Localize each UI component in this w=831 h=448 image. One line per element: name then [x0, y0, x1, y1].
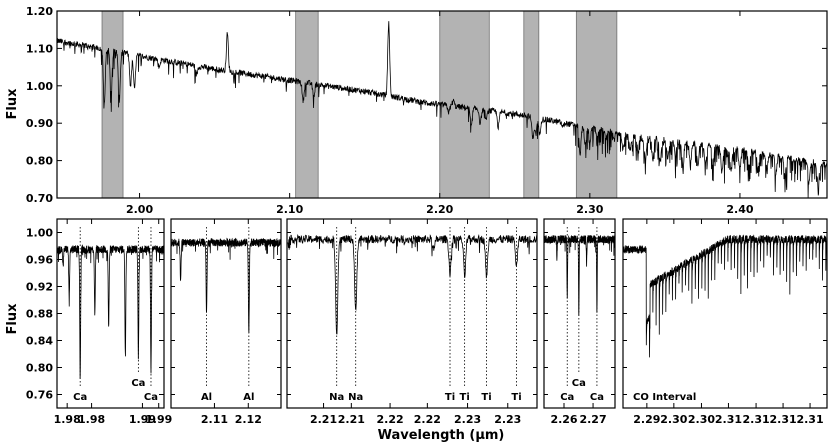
- x-axis-label: Wavelength (μm): [378, 428, 505, 443]
- line-label-panel3-2: Na: [348, 392, 363, 403]
- panel1-ytick-label-6: 0.96: [26, 254, 53, 267]
- panel3-xtick-label-6: 2.23: [494, 413, 521, 426]
- line-label-panel2-2: Al: [243, 392, 254, 403]
- panel3-xtick-label-4: 2.22: [414, 413, 441, 426]
- panel5-xtick-label-4: 2.31: [715, 413, 742, 426]
- panel1-xtick-label-4: 1.99: [145, 413, 172, 426]
- panel5-xtick-label-7: 2.31: [796, 413, 823, 426]
- bottom-ylabel: Flux: [5, 303, 20, 335]
- line-label-panel1-2: Ca: [131, 378, 145, 389]
- panel5-xtick-label-5: 2.31: [743, 413, 770, 426]
- top-xtick-label-1: 2.00: [126, 203, 153, 216]
- top-ytick-label-6: 1.20: [26, 5, 53, 18]
- panel3-xtick-label-3: 2.22: [376, 413, 403, 426]
- top-ytick-label-5: 1.10: [26, 42, 53, 55]
- top-ylabel: Flux: [5, 88, 20, 120]
- top-xtick-label-2: 2.10: [276, 203, 303, 216]
- panel1-xtick-label-2: 1.98: [78, 413, 105, 426]
- panel2-frame: [170, 218, 282, 409]
- shaded-region-3: [439, 10, 490, 199]
- panel1-ytick-label-4: 0.88: [26, 308, 53, 321]
- panel3-xtick-label-2: 2.21: [338, 413, 365, 426]
- top-ytick-label-3: 0.90: [26, 117, 53, 130]
- line-label-panel5-1: CO Interval: [633, 392, 696, 403]
- panel1-ytick-label-7: 1.00: [26, 227, 53, 240]
- panel5-spectrum-line: [623, 234, 827, 358]
- panel4-xtick-label-1: 2.26: [550, 413, 577, 426]
- top-xtick-label-3: 2.20: [426, 203, 453, 216]
- top-spectrum-line: [57, 21, 827, 198]
- top-ytick-label-4: 1.00: [26, 80, 53, 93]
- line-label-panel3-4: Ti: [460, 392, 470, 403]
- top-ytick-label-2: 0.80: [26, 155, 53, 168]
- panel3-spectrum-line: [287, 234, 537, 335]
- panel2-spectrum-line: [171, 237, 281, 333]
- panel1-ytick-label-1: 0.76: [26, 389, 53, 402]
- panel1-ytick-label-2: 0.80: [26, 362, 53, 375]
- panel1-panel: 1.981.98 1.991.99 0.76 0.80 0.84 0.88 0.92 0.96…: [26, 218, 172, 426]
- line-label-panel1-3: Ca: [144, 392, 158, 403]
- panel3-panel: 2.21 2.21 2.22 2.22 2.23 2.23 Na Na Ti Ti Ti Ti: [286, 218, 538, 426]
- panel3-xtick-label-5: 2.23: [454, 413, 481, 426]
- panel2-xtick-label-2: 2.12: [235, 413, 262, 426]
- panel3-xtick-label-1: 2.21: [310, 413, 337, 426]
- shaded-region-2: [295, 10, 319, 199]
- top-ytick-label-1: 0.70: [26, 192, 53, 205]
- line-label-panel4-3: Ca: [590, 392, 604, 403]
- top-frame: [56, 10, 828, 199]
- line-label-panel1-1: Ca: [73, 392, 87, 403]
- line-label-panel3-6: Ti: [511, 392, 521, 403]
- panel4-panel: 2.26 2.27 Ca Ca Ca: [543, 218, 616, 426]
- panel5-xtick-label-6: 2.31: [769, 413, 796, 426]
- panel5-xtick-label-1: 2.29: [633, 413, 660, 426]
- line-label-panel2-1: Al: [201, 392, 212, 403]
- panel2-xtick-label-1: 2.11: [201, 413, 228, 426]
- panel5-xtick-label-2: 2.30: [660, 413, 687, 426]
- top-panel: 2.00 2.10 2.20 2.30 2.40 0.70 0.80 0.90 1.00 1.10…: [26, 5, 828, 216]
- line-label-panel4-2: Ca: [572, 378, 586, 389]
- panel1-xtick-label-1: 1.98: [54, 413, 81, 426]
- panel4-spectrum-line: [544, 235, 615, 316]
- panel1-ytick-label-5: 0.92: [26, 281, 53, 294]
- panel1-ytick-label-3: 0.84: [26, 335, 53, 348]
- top-xtick-label-5: 2.40: [726, 203, 753, 216]
- panel5-xtick-label-3: 2.30: [688, 413, 715, 426]
- line-label-panel4-1: Ca: [560, 392, 574, 403]
- panel1-spectrum-line: [57, 244, 164, 379]
- shaded-region-1: [101, 10, 124, 199]
- top-xtick-label-4: 2.30: [576, 203, 603, 216]
- shaded-region-4: [523, 10, 540, 199]
- line-label-panel3-5: Ti: [481, 392, 491, 403]
- line-label-panel3-1: Na: [329, 392, 344, 403]
- panel1-xtick-label-3: 1.99: [129, 413, 156, 426]
- panel4-xtick-label-2: 2.27: [579, 413, 606, 426]
- line-label-panel3-3: Ti: [445, 392, 455, 403]
- panel2-panel: 2.11 2.12 Al Al: [170, 218, 282, 426]
- shaded-region-5: [575, 10, 618, 199]
